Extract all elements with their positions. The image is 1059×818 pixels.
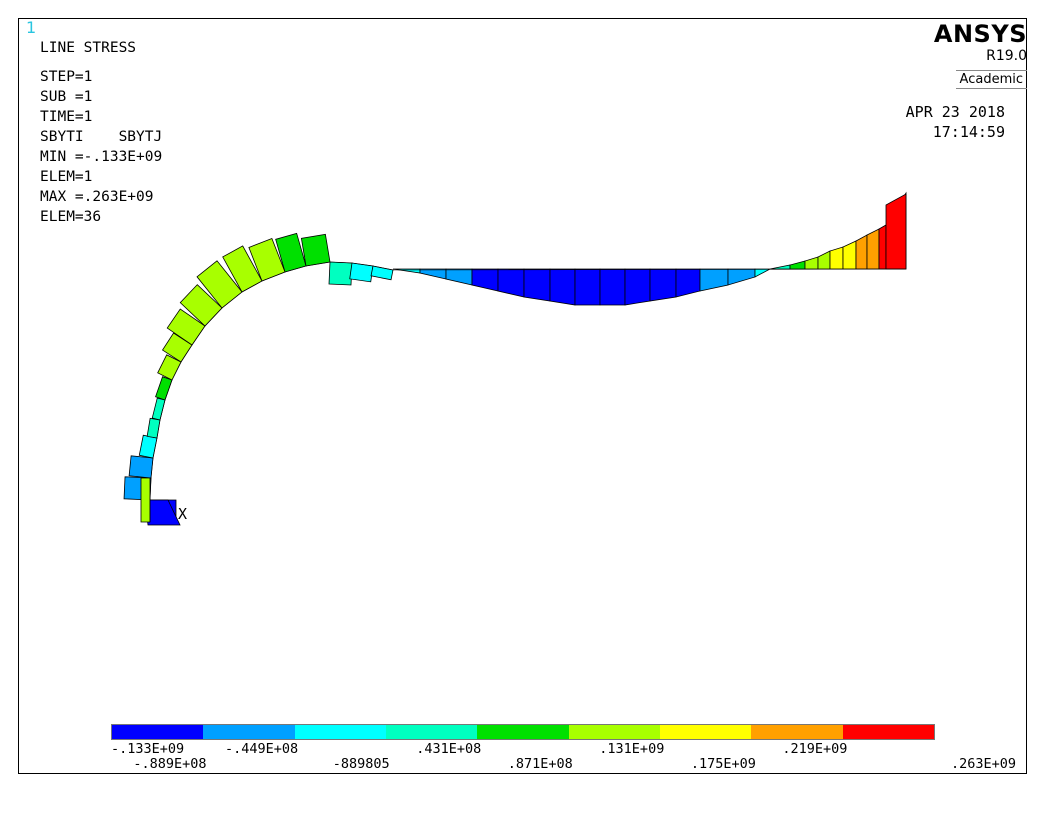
beam-element-span-18 xyxy=(804,256,819,270)
beam-element-span-8 xyxy=(574,268,601,306)
beam-element-curve-17 xyxy=(328,261,353,286)
beam-element-span-23 xyxy=(866,228,880,270)
beam-element-span-14 xyxy=(727,268,756,286)
legend-cell-2 xyxy=(294,725,386,739)
beam-element-curve-3 xyxy=(128,455,154,479)
beam-element-span-5 xyxy=(497,268,525,298)
beam-element-curve-6 xyxy=(151,397,166,421)
beam-element-span-6 xyxy=(523,268,551,302)
beam-element-span-7 xyxy=(549,268,576,306)
logo-brand: ANSYS xyxy=(933,20,1027,48)
info-items: SBYTI SBYTJ xyxy=(40,129,163,145)
beam-element-span-10 xyxy=(624,268,651,306)
plot-title: LINE STRESS xyxy=(40,40,137,56)
info-max-elem: ELEM=36 xyxy=(40,209,102,225)
beam-element-span-19 xyxy=(817,250,831,270)
beam-element-curve-7 xyxy=(155,376,173,401)
legend-label-lower-4: .263E+09 xyxy=(950,756,1016,772)
beam-element-span-1 xyxy=(392,268,421,274)
legend-label-lower-0: -.889E+08 xyxy=(133,756,207,772)
legend-label-upper-2: .431E+08 xyxy=(416,741,482,757)
info-step: STEP=1 xyxy=(40,69,93,85)
plot-time: 17:14:59 xyxy=(932,123,1005,141)
info-min: MIN =-.133E+09 xyxy=(40,149,163,165)
beam-element-base-side xyxy=(140,477,151,523)
info-time: TIME=1 xyxy=(40,109,93,125)
beam-element-curve-16 xyxy=(300,233,331,267)
ansys-logo: ANSYS R19.0 Academic xyxy=(934,20,1027,89)
legend-cell-8 xyxy=(842,725,934,739)
legend-label-lower-2: .871E+08 xyxy=(507,756,573,772)
legend-label-upper-4: .219E+09 xyxy=(782,741,848,757)
beam-element-span-22 xyxy=(855,234,868,270)
info-sub: SUB =1 xyxy=(40,89,93,105)
legend-label-lower-1: -889805 xyxy=(332,756,390,772)
legend-cell-0 xyxy=(112,725,204,739)
datetime-stamp: APR 23 2018 17:14:59 xyxy=(906,102,1005,142)
beam-centerline xyxy=(149,261,907,522)
contour-legend-bar xyxy=(111,724,935,740)
info-min-elem: ELEM=1 xyxy=(40,169,93,185)
window-number: 1 xyxy=(26,18,37,37)
legend-label-upper-1: -.449E+08 xyxy=(224,741,299,757)
beam-element-span-4 xyxy=(471,268,499,292)
graphics-window-frame xyxy=(18,18,1027,774)
beam-element-free-end xyxy=(885,193,907,270)
legend-label-lower-3: .175E+09 xyxy=(690,756,756,772)
legend-cell-5 xyxy=(568,725,660,739)
logo-edition: Academic xyxy=(955,70,1027,89)
legend-cell-4 xyxy=(477,725,569,739)
beam-element-span-3 xyxy=(445,268,473,286)
beam-element-span-2 xyxy=(419,268,447,280)
legend-cell-1 xyxy=(203,725,295,739)
logo-version: R19.0 xyxy=(986,48,1027,64)
beam-element-span-9 xyxy=(599,268,626,306)
legend-cell-6 xyxy=(659,725,752,739)
beam-element-curve-4 xyxy=(138,434,158,459)
beam-element-span-16 xyxy=(769,264,791,270)
beam-element-span-24 xyxy=(878,224,887,270)
beam-element-curve-5 xyxy=(146,417,161,439)
legend-cell-3 xyxy=(385,725,478,739)
legend-label-upper-3: .131E+09 xyxy=(599,741,665,757)
beam-element-span-13 xyxy=(699,268,729,292)
plot-date: APR 23 2018 xyxy=(905,103,1005,121)
info-max: MAX =.263E+09 xyxy=(40,189,154,205)
beam-element-span-21 xyxy=(842,240,857,270)
beam-element-span-15 xyxy=(754,268,771,278)
legend-cell-7 xyxy=(751,725,843,739)
plot-info-block: LINE STRESS STEP=1 SUB =1 TIME=1 SBYTI S… xyxy=(40,38,162,227)
beam-element-span-11 xyxy=(649,268,677,302)
legend-label-min: -.133E+09 xyxy=(111,741,185,757)
beam-element-span-20 xyxy=(829,246,844,270)
beam-element-curve-18 xyxy=(349,262,374,283)
beam-element-span-12 xyxy=(675,268,701,298)
beam-element-span-17 xyxy=(789,260,806,270)
x-axis-triad-label: X xyxy=(178,505,188,523)
